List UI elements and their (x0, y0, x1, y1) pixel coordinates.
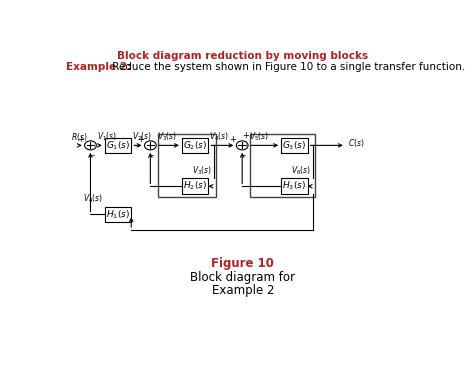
Text: -: - (151, 151, 154, 160)
Text: Example 2: Example 2 (212, 284, 274, 297)
Text: Example 2:: Example 2: (66, 62, 131, 72)
Text: $V_4(s)$: $V_4(s)$ (83, 193, 103, 205)
Text: Reduce the system shown in Figure 10 to a single transfer function.: Reduce the system shown in Figure 10 to … (109, 62, 465, 72)
Text: $V_4(s)$: $V_4(s)$ (210, 131, 229, 143)
Text: $V_5(s)$: $V_5(s)$ (249, 131, 269, 143)
Text: +: + (77, 135, 84, 144)
Bar (182, 179, 209, 194)
Bar (182, 138, 209, 153)
Bar (105, 207, 131, 222)
Text: $H_2(s)$: $H_2(s)$ (183, 180, 207, 193)
Text: -: - (243, 151, 246, 160)
Text: $H_1(s)$: $H_1(s)$ (106, 208, 130, 221)
Text: $V_2(s)$: $V_2(s)$ (132, 131, 153, 143)
Circle shape (237, 141, 248, 150)
Text: +: + (243, 131, 249, 140)
Text: Figure 10: Figure 10 (211, 257, 274, 270)
Bar (281, 179, 308, 194)
Text: $G_3(s)$: $G_3(s)$ (283, 139, 306, 152)
Text: $H_3(s)$: $H_3(s)$ (283, 180, 306, 193)
Text: Block diagram for: Block diagram for (191, 271, 295, 284)
Text: $G_2(s)$: $G_2(s)$ (183, 139, 207, 152)
Bar (105, 138, 131, 153)
Bar (158, 134, 216, 197)
Text: $V_3(s)$: $V_3(s)$ (157, 131, 177, 143)
Circle shape (84, 141, 96, 150)
Text: $V_3(s)$: $V_3(s)$ (192, 165, 212, 177)
Text: +: + (228, 135, 236, 144)
Text: +: + (137, 135, 144, 144)
Bar (281, 138, 308, 153)
Text: $C(s)$: $C(s)$ (347, 137, 364, 149)
Text: -: - (91, 151, 94, 160)
Text: $V_6(s)$: $V_6(s)$ (291, 165, 311, 177)
Text: $V_1(s)$: $V_1(s)$ (98, 131, 118, 143)
Circle shape (145, 141, 156, 150)
Text: $R(s)$: $R(s)$ (72, 131, 88, 143)
Text: $G_1(s)$: $G_1(s)$ (106, 139, 130, 152)
Bar (250, 134, 315, 197)
Text: Block diagram reduction by moving blocks: Block diagram reduction by moving blocks (118, 51, 368, 61)
